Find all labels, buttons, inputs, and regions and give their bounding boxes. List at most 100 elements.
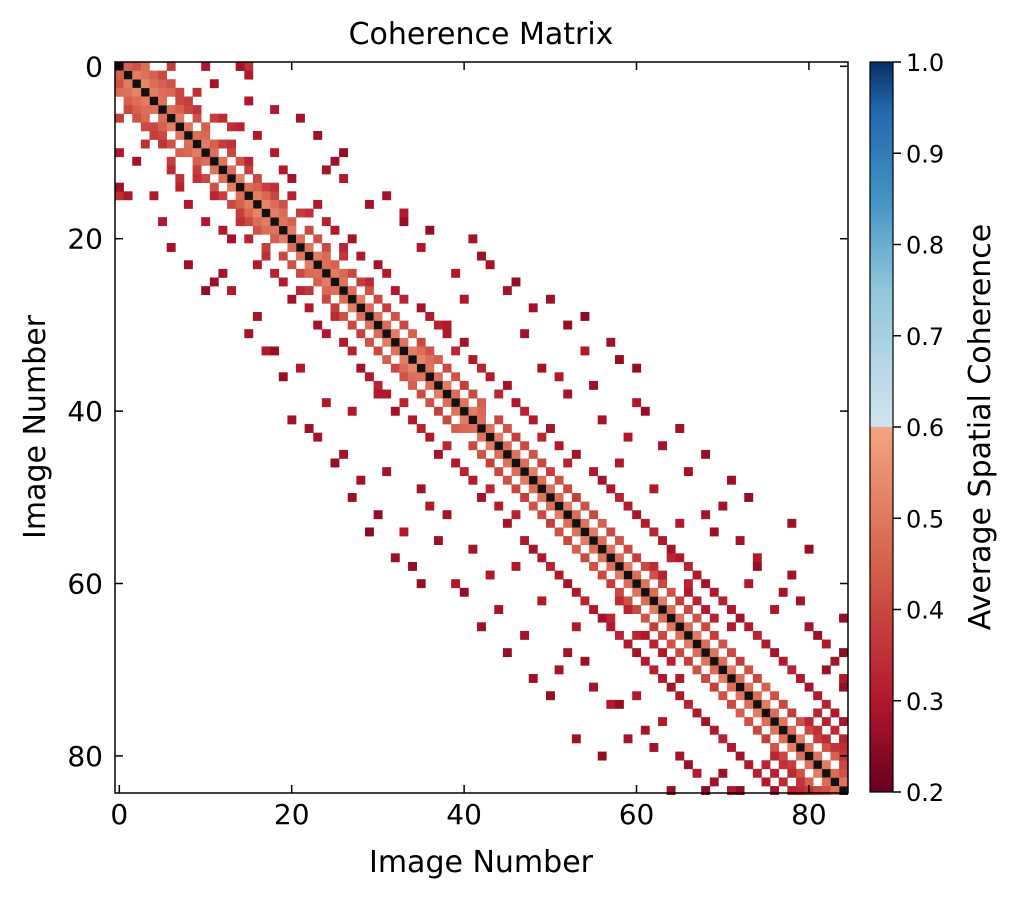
coherence-cell: [140, 113, 150, 123]
coherence-cell: [804, 760, 814, 770]
coherence-cell: [330, 156, 340, 166]
coherence-cell: [115, 191, 124, 201]
coherence-cell: [520, 475, 530, 485]
coherence-cell: [347, 493, 357, 502]
coherence-cell: [451, 268, 461, 278]
coherence-cell: [183, 105, 193, 115]
coherence-cell: [287, 294, 297, 304]
diagonal-cell: [520, 467, 530, 477]
diagonal-cell: [278, 225, 288, 235]
colorbar-tick-label: 0.6: [906, 414, 944, 442]
coherence-cell: [649, 639, 659, 649]
coherence-cell: [261, 182, 271, 192]
coherence-cell: [218, 156, 228, 166]
coherence-cell: [468, 389, 478, 399]
coherence-cell: [675, 613, 685, 623]
coherence-cell: [373, 380, 383, 390]
coherence-cell: [330, 286, 340, 296]
coherence-cell: [296, 286, 305, 296]
coherence-cell: [623, 605, 633, 614]
coherence-cell: [347, 320, 357, 330]
coherence-cell: [252, 208, 262, 218]
coherence-cell: [821, 734, 831, 744]
coherence-cell: [244, 234, 254, 244]
diagonal-cell: [571, 518, 581, 528]
coherence-cell: [416, 355, 426, 364]
coherence-cell: [442, 415, 452, 425]
coherence-cell: [140, 79, 150, 89]
coherence-cell: [692, 648, 702, 658]
coherence-cell: [442, 380, 452, 390]
x-tick-label: 20: [274, 798, 310, 831]
coherence-cell: [606, 622, 616, 632]
coherence-cell: [778, 734, 788, 744]
coherence-cell: [304, 208, 314, 218]
coherence-cell: [735, 708, 745, 718]
coherence-cell: [339, 251, 349, 261]
coherence-cell: [330, 311, 340, 321]
coherence-cell: [399, 398, 409, 408]
coherence-cell: [261, 199, 271, 209]
coherence-cell: [658, 674, 667, 683]
coherence-cell: [270, 225, 280, 235]
coherence-cell: [425, 311, 435, 321]
diagonal-cell: [485, 432, 495, 442]
coherence-cell: [632, 570, 642, 580]
coherence-cell: [658, 441, 667, 451]
coherence-cell: [727, 648, 736, 658]
y-tick-label: 40: [67, 395, 103, 428]
coherence-cell: [433, 406, 443, 416]
coherence-cell: [839, 734, 848, 744]
coherence-cell: [839, 760, 848, 770]
coherence-cell: [451, 406, 461, 416]
diagonal-cell: [614, 561, 624, 571]
coherence-cell: [675, 630, 685, 640]
diagonal-cell: [364, 311, 374, 321]
coherence-cell: [614, 493, 624, 502]
coherence-cell: [701, 656, 711, 666]
coherence-cell: [270, 199, 280, 209]
coherence-cell: [623, 501, 633, 511]
coherence-cell: [537, 475, 547, 485]
diagonal-cell: [649, 596, 659, 606]
coherence-cell: [252, 225, 262, 235]
coherence-cell: [252, 217, 262, 227]
diagonal-cell: [502, 449, 512, 459]
coherence-cell: [442, 363, 452, 373]
coherence-cell: [839, 742, 848, 752]
coherence-cell: [339, 174, 349, 183]
y-tick-label: 80: [67, 740, 103, 773]
coherence-cell: [528, 484, 538, 494]
coherence-cell: [321, 286, 331, 296]
coherence-cell: [278, 251, 288, 261]
coherence-cell: [770, 742, 780, 752]
coherence-cell: [546, 691, 555, 701]
coherence-cell: [666, 605, 676, 614]
coherence-cell: [416, 389, 426, 399]
chart-title: Coherence Matrix: [349, 17, 614, 52]
coherence-cell: [347, 346, 357, 356]
coherence-cell: [821, 639, 831, 649]
coherence-cell: [399, 320, 409, 330]
colorbar-tick-label: 0.5: [906, 505, 944, 533]
coherence-cell: [839, 777, 848, 787]
coherence-cell: [640, 518, 650, 528]
diagonal-cell: [296, 243, 305, 252]
coherence-cell: [442, 441, 452, 451]
coherence-cell: [433, 372, 443, 382]
coherence-cell: [158, 217, 168, 227]
coherence-cell: [589, 527, 599, 537]
coherence-cell: [683, 605, 693, 614]
coherence-cell: [597, 751, 607, 761]
coherence-cell: [364, 303, 374, 313]
coherence-cell: [692, 613, 702, 623]
coherence-cell: [451, 346, 461, 356]
coherence-cell: [528, 544, 538, 554]
diagonal-cell: [270, 217, 280, 227]
coherence-cell: [321, 398, 331, 408]
coherence-cell: [606, 699, 616, 709]
diagonal-cell: [718, 665, 728, 675]
coherence-cell: [416, 243, 426, 252]
coherence-cell: [209, 148, 219, 158]
coherence-cell: [261, 251, 271, 261]
